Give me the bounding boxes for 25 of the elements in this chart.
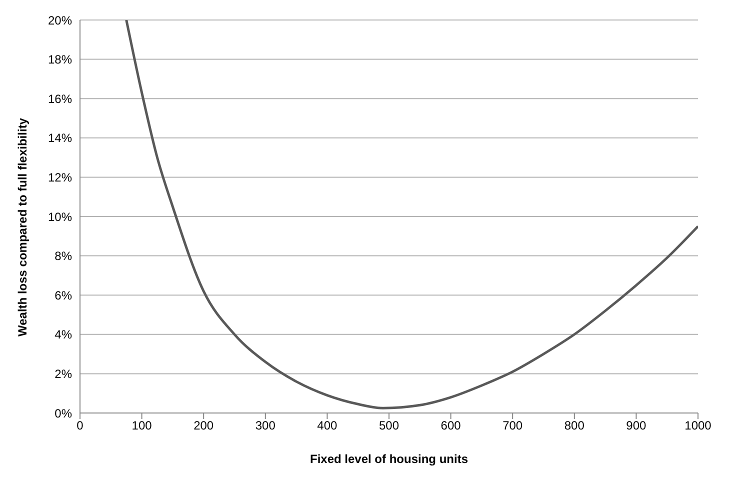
y-tick-label: 18%	[48, 52, 72, 67]
x-tick-label: 300	[255, 418, 276, 433]
y-tick-label: 12%	[48, 170, 72, 184]
y-tick-label: 6%	[54, 288, 72, 302]
x-tick-label: 700	[502, 418, 523, 433]
y-tick-label: 20%	[48, 13, 72, 28]
y-tick-label: 14%	[48, 131, 72, 146]
y-tick-label: 0%	[54, 406, 72, 420]
x-tick-label: 500	[378, 418, 400, 433]
x-axis-title: Fixed level of housing units	[310, 452, 468, 466]
x-tick-label: 900	[626, 418, 647, 433]
x-tick-label: 400	[317, 418, 338, 433]
x-tick-label: 1000	[684, 418, 712, 433]
x-tick-label: 100	[132, 418, 152, 433]
line-series	[125, 20, 698, 410]
x-tick-label: 0	[76, 418, 84, 433]
x-tick-label: 600	[440, 418, 462, 433]
x-tick-label: 800	[564, 418, 585, 433]
y-axis-title: Wealth loss compared to full flexibility	[15, 118, 30, 336]
y-tick-label: 4%	[54, 328, 72, 342]
y-tick-label: 16%	[48, 92, 72, 106]
y-tick-label: 2%	[54, 366, 72, 381]
y-tick-label: 8%	[54, 249, 72, 264]
y-tick-label: 10%	[48, 210, 72, 224]
x-tick-label: 200	[194, 418, 214, 433]
